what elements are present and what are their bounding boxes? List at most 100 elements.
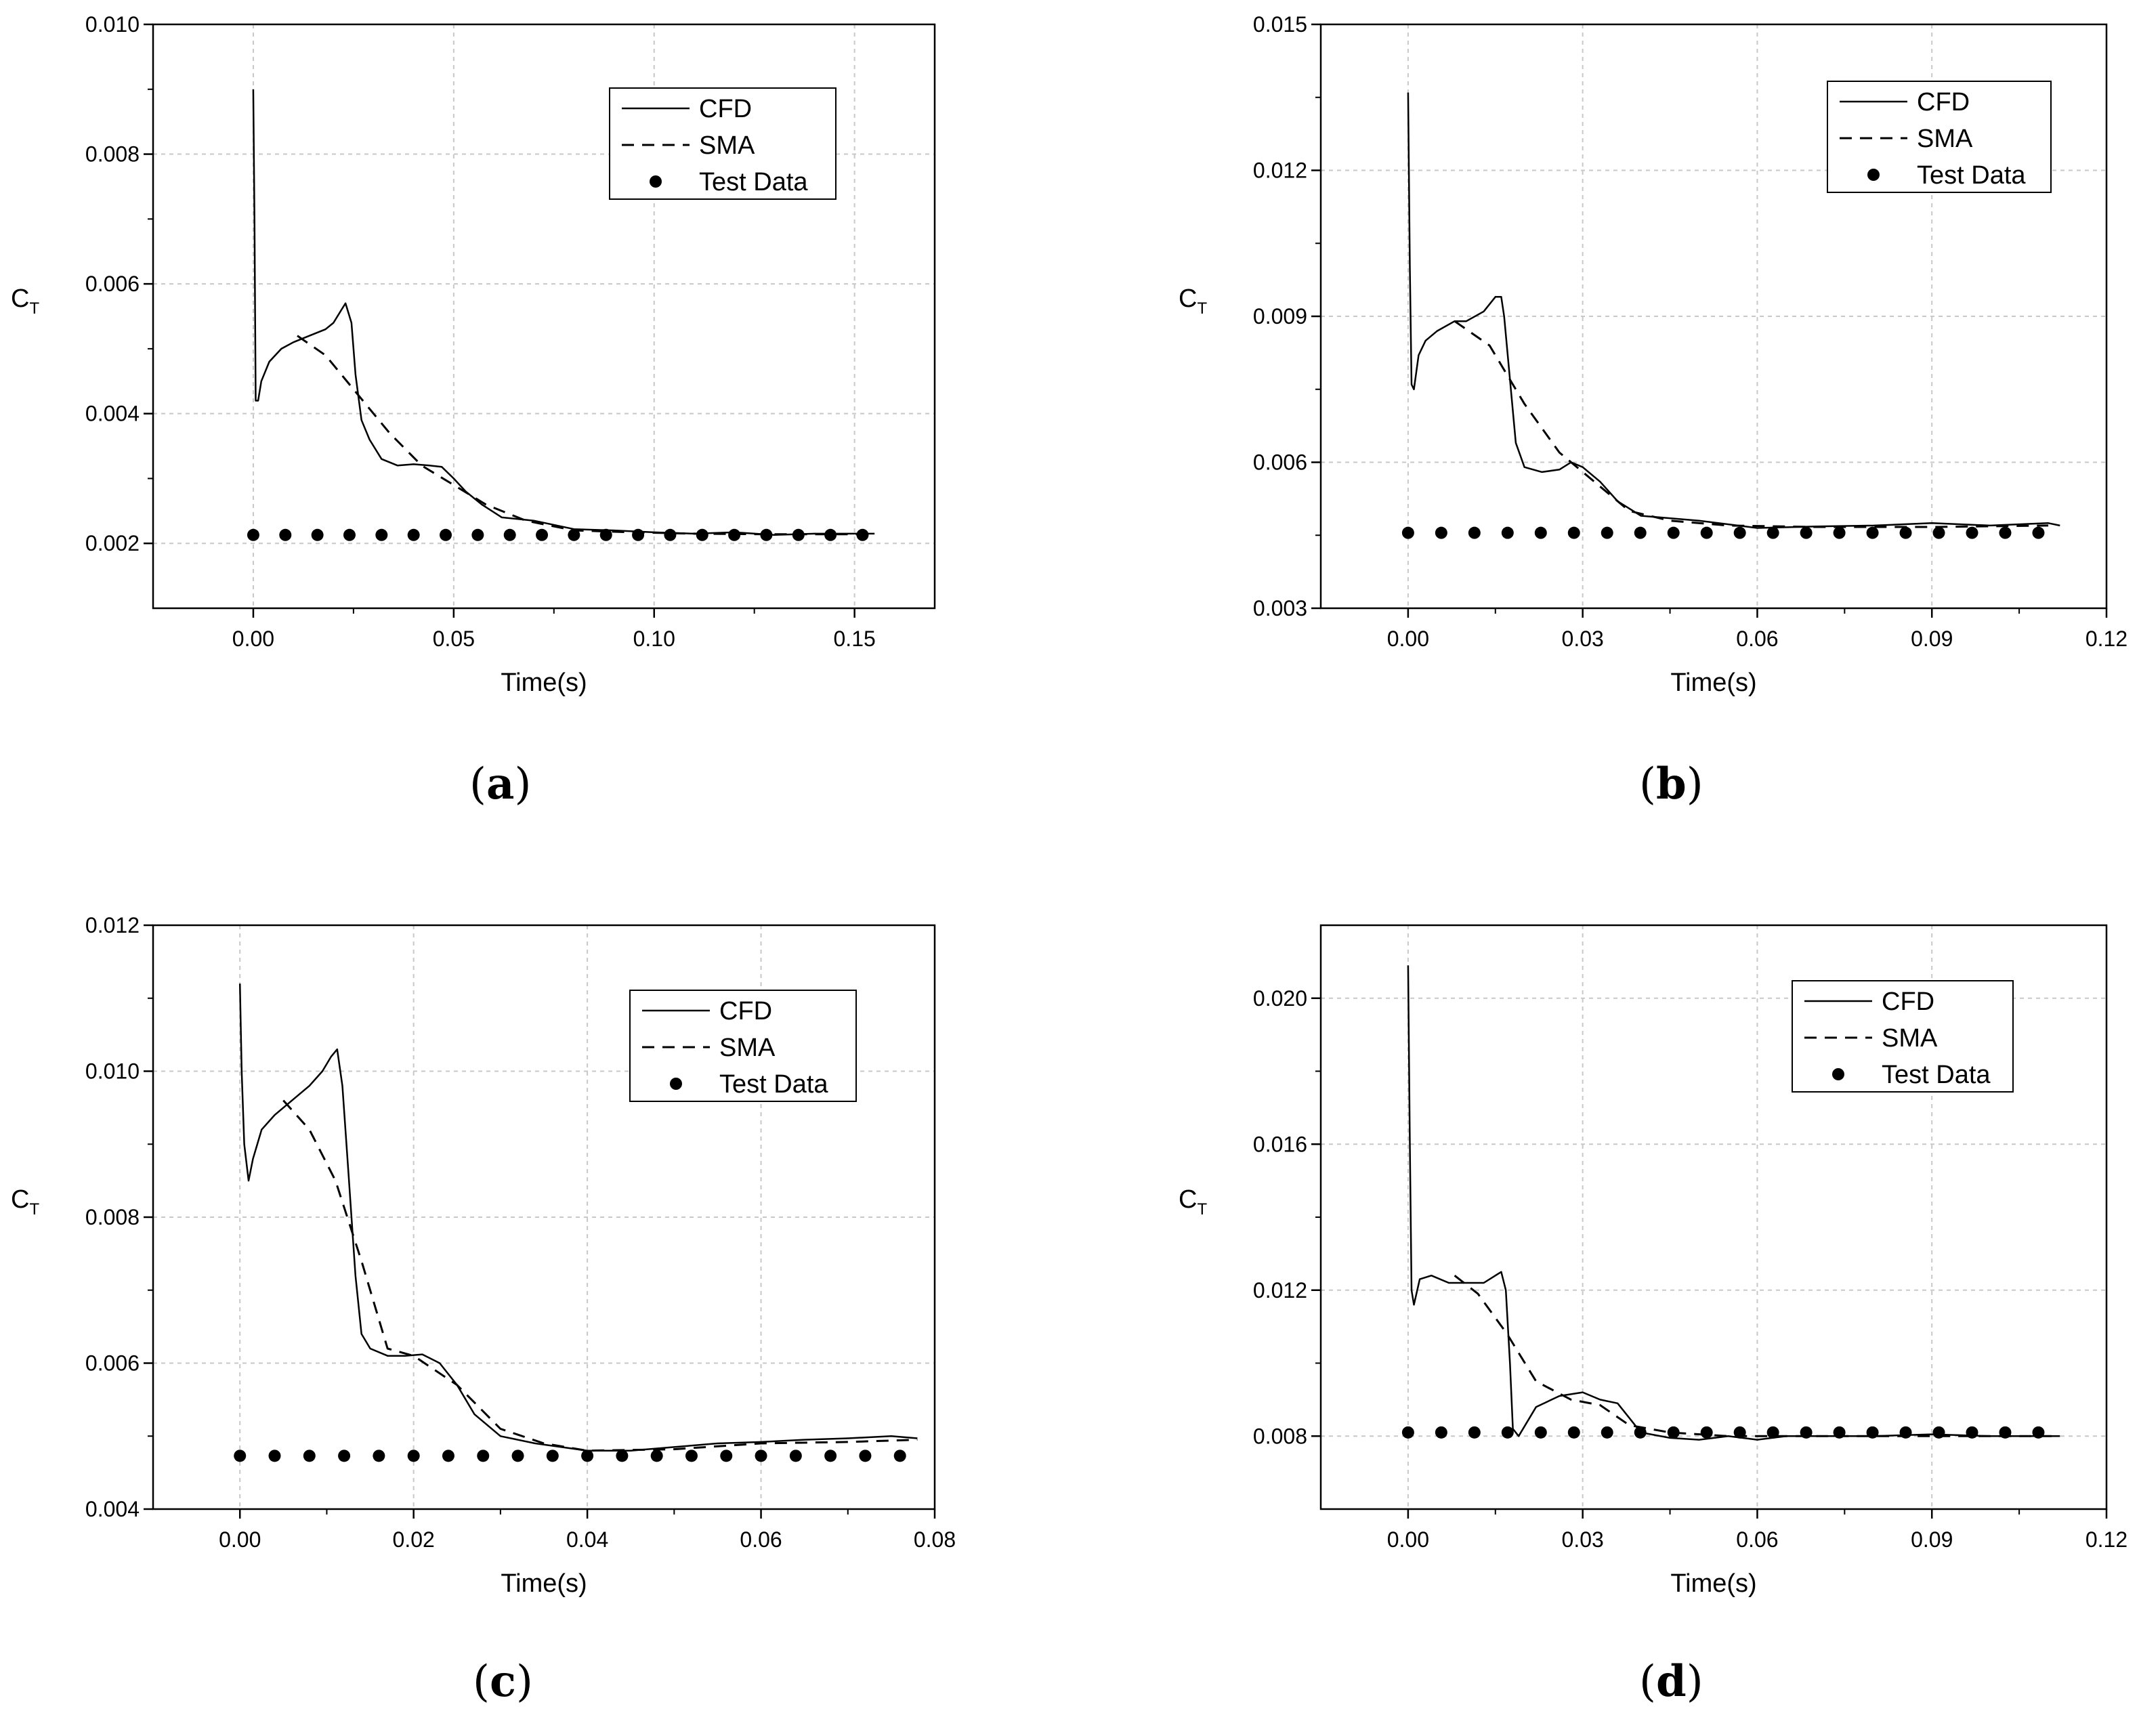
test-data-point	[760, 528, 773, 541]
test-data-point	[503, 528, 516, 541]
x-tick-label: 0.05	[433, 627, 475, 651]
test-data-point	[859, 1449, 872, 1462]
panel-letter-c: c	[489, 1656, 516, 1707]
test-data-point	[546, 1449, 559, 1462]
x-axis-label: Time(s)	[501, 669, 587, 697]
test-data-point	[685, 1449, 698, 1462]
test-data-point	[581, 1449, 594, 1462]
test-data-point	[1899, 526, 1912, 539]
x-tick-label: 0.00	[1387, 627, 1429, 651]
y-tick-label: 0.004	[85, 1497, 140, 1521]
panel-label-d: (d)	[1639, 1656, 1703, 1707]
legend-box	[609, 87, 836, 200]
y-tick-label: 0.015	[1253, 12, 1307, 37]
legend-box	[629, 990, 857, 1102]
x-tick-label: 0.08	[914, 1527, 956, 1552]
test-data-point	[279, 528, 292, 541]
y-tick-label: 0.012	[1253, 1278, 1307, 1303]
y-tick-label: 0.010	[85, 12, 140, 37]
test-data-point	[1567, 1426, 1580, 1439]
test-data-point	[856, 528, 869, 541]
y-tick-label: 0.006	[85, 272, 140, 296]
test-data-point	[1435, 526, 1447, 539]
legend-label: Test Data	[699, 168, 808, 196]
test-data-point	[1766, 526, 1779, 539]
test-data-point	[1733, 526, 1746, 539]
chart-c: 0.00 0.02 0.04 0.06 0.08 0.004 0.006 0.008 0.010…	[11, 913, 956, 1598]
legend-label: CFD	[1882, 988, 1934, 1016]
test-data-point	[471, 528, 484, 541]
test-data-point	[599, 528, 612, 541]
test-data-point	[407, 528, 420, 541]
test-data-point	[755, 1449, 767, 1462]
y-tick-label: 0.004	[85, 402, 140, 426]
y-tick-label: 0.008	[85, 142, 140, 167]
test-data-point	[1567, 526, 1580, 539]
test-data-point	[728, 528, 741, 541]
test-data-point	[1468, 1426, 1481, 1439]
test-data-point	[1634, 526, 1647, 539]
y-tick-label: 0.003	[1253, 596, 1307, 620]
test-data-point	[375, 528, 388, 541]
legend: CFD SMA Test Data	[1827, 81, 2052, 193]
test-data-point	[1866, 526, 1879, 539]
sma-series-line	[297, 335, 875, 536]
legend-label: Test Data	[1917, 161, 2026, 190]
test-data-point	[1966, 526, 1978, 539]
test-data-point	[1534, 526, 1547, 539]
y-axis-label: CT	[11, 1185, 39, 1219]
legend-swatch-test-data	[1867, 169, 1880, 181]
x-tick-label: 0.04	[566, 1527, 608, 1552]
x-tick-label: 0.00	[219, 1527, 261, 1552]
test-data-point	[632, 528, 645, 541]
panel-letter-b: b	[1655, 759, 1687, 809]
test-data-point	[2032, 526, 2045, 539]
test-data-point	[824, 528, 837, 541]
y-axis-label: CT	[11, 284, 39, 318]
test-data-point	[1601, 526, 1613, 539]
y-tick-label: 0.008	[1253, 1424, 1307, 1448]
test-data-point	[1534, 1426, 1547, 1439]
legend-label: CFD	[699, 95, 752, 123]
y-tick-label: 0.006	[85, 1351, 140, 1376]
test-data-point	[1966, 1426, 1978, 1439]
test-data-point	[1601, 1426, 1613, 1439]
chart-d: 0.00 0.03 0.06 0.09 0.12 0.008 0.012 0.016 0.020…	[1179, 924, 2127, 1598]
test-data-point	[893, 1449, 906, 1462]
test-data-point	[824, 1449, 837, 1462]
test-data-point	[1667, 526, 1680, 539]
test-data-point	[1866, 1426, 1879, 1439]
sma-series-line	[282, 1099, 918, 1452]
legend-swatch-test-data	[1832, 1068, 1844, 1080]
x-tick-label: 0.00	[232, 627, 274, 651]
test-data-point	[1833, 1426, 1846, 1439]
x-tick-label: 0.09	[1911, 1527, 1953, 1552]
legend-box	[1792, 980, 2014, 1093]
panel-label-c: (c)	[473, 1656, 533, 1707]
legend-swatch-test-data	[670, 1078, 682, 1090]
y-axis-label-subscript: T	[1197, 299, 1207, 318]
y-axis-label: CT	[1179, 284, 1207, 318]
test-data-point	[1401, 526, 1414, 539]
test-data-point	[477, 1449, 490, 1462]
legend-label: CFD	[719, 997, 772, 1025]
test-data-point	[1899, 1426, 1912, 1439]
test-data-point	[568, 528, 580, 541]
x-tick-label: 0.03	[1562, 1527, 1604, 1552]
x-tick-label: 0.02	[393, 1527, 435, 1552]
x-tick-label: 0.15	[834, 627, 876, 651]
test-data-point	[268, 1449, 281, 1462]
y-tick-label: 0.008	[85, 1205, 140, 1229]
y-tick-label: 0.012	[1253, 158, 1307, 183]
test-data-point	[536, 528, 549, 541]
x-axis-label: Time(s)	[1670, 669, 1756, 697]
legend: CFD SMA Test Data	[1792, 980, 2014, 1093]
test-data-point	[338, 1449, 351, 1462]
x-axis-label: Time(s)	[501, 1569, 587, 1598]
test-data-point	[1435, 1426, 1447, 1439]
y-axis-label-subscript: T	[29, 299, 39, 318]
legend: CFD SMA Test Data	[629, 990, 857, 1102]
test-data-point	[1932, 1426, 1945, 1439]
test-data-point	[789, 1449, 802, 1462]
